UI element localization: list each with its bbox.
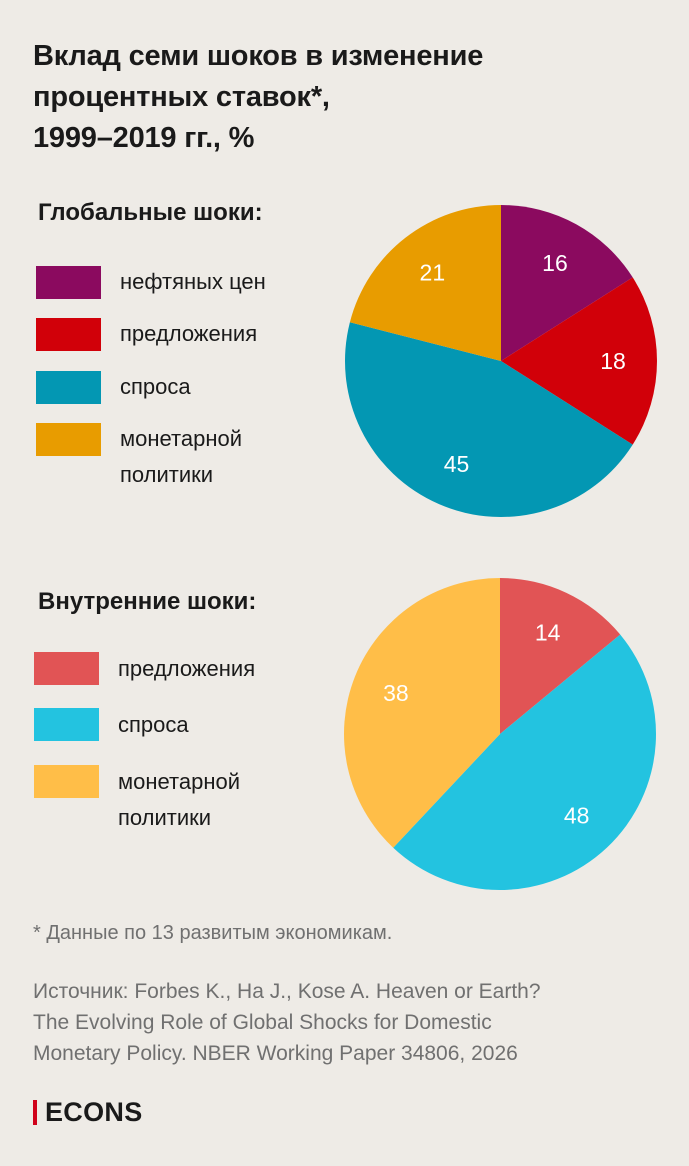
legend-label-line: политики	[118, 805, 212, 830]
domestic-pie: 14 48 38	[344, 578, 656, 890]
legend-swatch	[36, 318, 101, 351]
slice-value-label: 45	[444, 451, 470, 477]
legend-label-line: политики	[120, 462, 214, 487]
legend-label-line: монетарной	[120, 426, 242, 451]
legend-swatch	[34, 765, 99, 798]
legend-label: спроса	[118, 712, 189, 737]
legend-swatch	[36, 371, 101, 404]
slice-value-label: 18	[600, 348, 626, 374]
pie-slice	[393, 634, 656, 890]
legend-label: предложения	[120, 321, 258, 346]
global-shocks-heading: Глобальные шоки:	[38, 199, 263, 226]
pie-slice	[501, 277, 657, 445]
slice-value-label: 14	[535, 620, 561, 646]
legend-swatch	[36, 423, 101, 456]
source-note: Источник: Forbes K., Ha J., Kose A. Heav…	[33, 976, 663, 1069]
legend-label: нефтяных цен	[120, 269, 266, 294]
brand-name: ECONS	[45, 1097, 143, 1127]
legend-swatch	[36, 266, 101, 299]
legend-label: монетарной политики	[120, 421, 320, 493]
pie-slice	[500, 578, 621, 734]
legend-label: спроса	[120, 374, 191, 399]
slice-value-label: 21	[420, 260, 446, 286]
brand-bar-icon	[33, 1100, 37, 1125]
title-line: 1999–2019 гг., %	[33, 122, 255, 154]
brand-logo: ECONS	[33, 1097, 143, 1128]
title-line: процентных ставок*,	[33, 81, 330, 113]
slice-value-label: 48	[564, 803, 590, 829]
source-line: Monetary Policy. NBER Working Paper 3480…	[33, 1042, 518, 1065]
title-line: Вклад семи шоков в изменение	[33, 40, 484, 72]
legend-swatch	[34, 652, 99, 685]
legend-label: предложения	[118, 656, 256, 681]
pie-slice	[501, 205, 633, 361]
domestic-shocks-heading: Внутренние шоки:	[38, 588, 257, 615]
footnote: * Данные по 13 развитым экономикам.	[33, 922, 393, 944]
source-line: The Evolving Role of Global Shocks for D…	[33, 1011, 492, 1034]
legend-label-line: монетарной	[118, 769, 240, 794]
legend-label: монетарной политики	[118, 764, 318, 836]
chart-title: Вклад семи шоков в изменение процентных …	[33, 36, 633, 159]
slice-value-label: 38	[383, 680, 409, 706]
source-line: Источник: Forbes K., Ha J., Kose A. Heav…	[33, 980, 541, 1003]
legend-swatch	[34, 708, 99, 741]
pie-slice	[344, 578, 500, 848]
pie-slice	[345, 322, 633, 517]
global-pie: 16 18 45 21	[345, 205, 657, 517]
slice-value-label: 16	[542, 250, 568, 276]
pie-slice	[349, 205, 501, 361]
